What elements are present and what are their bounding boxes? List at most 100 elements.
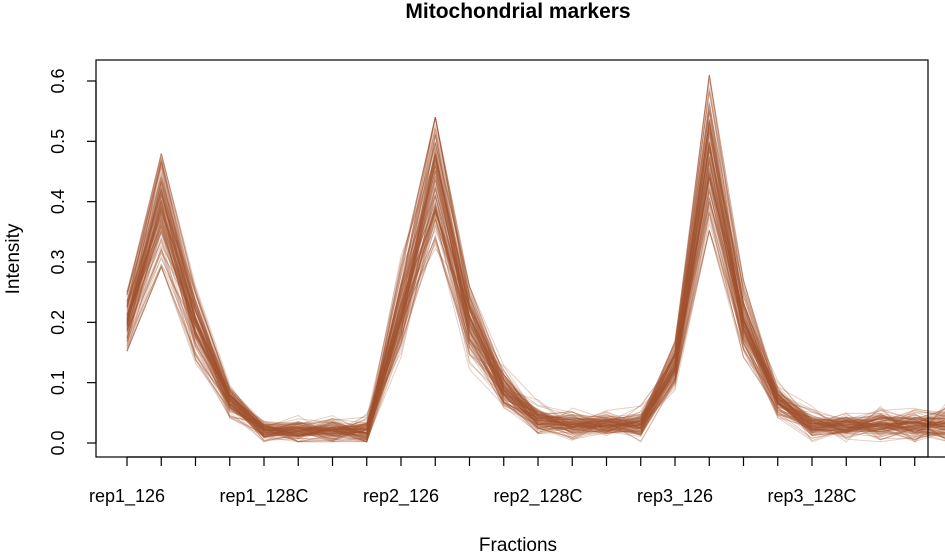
series-line bbox=[126, 172, 945, 440]
series-line bbox=[126, 208, 945, 441]
series-line bbox=[126, 120, 945, 435]
series-line bbox=[126, 176, 945, 441]
series-line bbox=[126, 177, 945, 443]
series-line bbox=[126, 177, 945, 443]
series-line bbox=[126, 109, 945, 436]
series-line bbox=[126, 132, 945, 436]
x-tick-label: rep3_128C bbox=[767, 486, 856, 507]
series-line bbox=[126, 101, 945, 436]
series-line bbox=[126, 146, 945, 442]
series-line bbox=[126, 174, 945, 440]
series-line bbox=[126, 117, 945, 440]
x-tick-label: rep2_126 bbox=[363, 486, 439, 507]
series-line bbox=[126, 140, 945, 436]
series-line bbox=[126, 109, 945, 433]
series-lines bbox=[126, 74, 945, 443]
series-line bbox=[126, 198, 945, 438]
series-line bbox=[126, 182, 945, 436]
series-line bbox=[126, 142, 945, 442]
series-line bbox=[126, 87, 945, 435]
series-line bbox=[126, 157, 945, 437]
series-line bbox=[126, 119, 945, 441]
series-line bbox=[126, 124, 945, 439]
series-line bbox=[126, 164, 945, 442]
y-tick-label: 0.0 bbox=[48, 430, 68, 455]
series-line bbox=[126, 230, 945, 438]
series-line bbox=[126, 153, 945, 436]
series-line bbox=[126, 128, 945, 438]
series-line bbox=[126, 147, 945, 436]
series-line bbox=[126, 120, 945, 440]
series-line bbox=[126, 123, 945, 441]
series-line bbox=[126, 121, 945, 436]
series-line bbox=[126, 188, 945, 442]
series-line bbox=[126, 172, 945, 442]
series-line bbox=[126, 217, 945, 443]
series-line bbox=[126, 112, 945, 436]
series-line bbox=[126, 128, 945, 438]
series-line bbox=[126, 142, 945, 437]
series-line bbox=[126, 117, 945, 437]
x-tick-label: rep3_126 bbox=[637, 486, 713, 507]
y-tick-label: 0.3 bbox=[48, 249, 68, 274]
y-tick-label: 0.6 bbox=[48, 68, 68, 93]
series-line bbox=[126, 160, 945, 442]
series-line bbox=[126, 178, 945, 442]
series-line bbox=[126, 74, 945, 439]
series-line bbox=[126, 119, 945, 436]
series-line bbox=[126, 187, 945, 441]
series-line bbox=[126, 165, 945, 438]
series-line bbox=[126, 199, 945, 440]
series-line bbox=[126, 218, 945, 443]
series-line bbox=[126, 118, 945, 435]
series-line bbox=[126, 74, 945, 429]
series-line bbox=[126, 110, 945, 438]
series-line bbox=[126, 103, 945, 431]
series-line bbox=[126, 228, 945, 443]
series-line bbox=[126, 143, 945, 442]
x-tick-label: rep2_128C bbox=[493, 486, 582, 507]
series-line bbox=[126, 169, 945, 441]
series-line bbox=[126, 117, 945, 438]
series-line bbox=[126, 123, 945, 438]
series-line bbox=[126, 169, 945, 443]
series-line bbox=[126, 146, 945, 441]
series-line bbox=[126, 159, 945, 443]
series-line bbox=[126, 177, 945, 443]
series-line bbox=[126, 74, 945, 438]
series-line bbox=[126, 104, 945, 435]
series-line bbox=[126, 190, 945, 443]
series-line bbox=[126, 165, 945, 438]
series-line bbox=[126, 159, 945, 438]
series-line bbox=[126, 127, 945, 443]
series-line bbox=[126, 102, 945, 441]
series-line bbox=[126, 213, 945, 439]
series-line bbox=[126, 157, 945, 439]
series-line bbox=[126, 176, 945, 443]
series-line bbox=[126, 184, 945, 437]
y-tick-label: 0.4 bbox=[48, 189, 68, 214]
x-tick-label: rep1_128C bbox=[219, 486, 308, 507]
series-line bbox=[126, 197, 945, 438]
series-line bbox=[126, 175, 945, 443]
series-line bbox=[126, 230, 945, 441]
series-line bbox=[126, 151, 945, 442]
y-axis: 0.0 0.1 0.2 0.3 0.4 0.5 0.6 bbox=[48, 68, 97, 456]
series-line bbox=[126, 149, 945, 443]
series-line bbox=[126, 134, 945, 431]
series-line bbox=[126, 201, 945, 437]
series-line bbox=[126, 185, 945, 441]
series-line bbox=[126, 155, 945, 437]
series-line bbox=[126, 148, 945, 433]
series-line bbox=[126, 128, 945, 438]
y-tick-label: 0.5 bbox=[48, 129, 68, 154]
series-line bbox=[126, 122, 945, 435]
series-line bbox=[126, 181, 945, 440]
series-line bbox=[126, 142, 945, 436]
series-line bbox=[126, 144, 945, 440]
series-line bbox=[126, 127, 945, 438]
series-line bbox=[126, 125, 945, 439]
series-line bbox=[126, 150, 945, 438]
series-line bbox=[126, 142, 945, 443]
